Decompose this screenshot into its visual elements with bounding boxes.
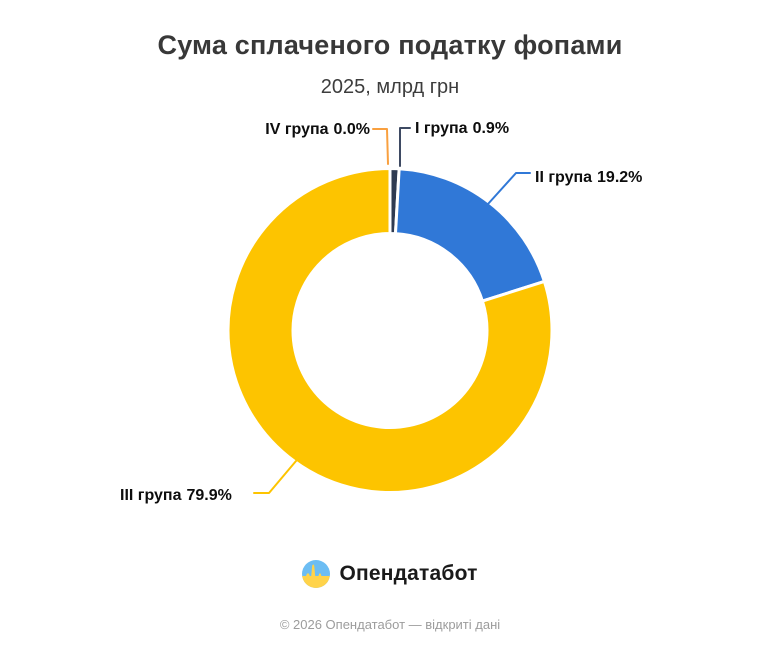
slice-label-iv-group: IV група 0.0% xyxy=(265,121,370,139)
opendatabot-logo: Опендатабот xyxy=(0,560,780,588)
slice-label-ii-group: II група 19.2% xyxy=(535,169,642,187)
slice-label-i-group: I група 0.9% xyxy=(415,120,509,138)
donut-slice-ii-group[interactable] xyxy=(393,167,546,303)
slice-label-iii-pct: 79.9% xyxy=(186,487,232,504)
leader-line-iv-group xyxy=(372,128,389,165)
chart-title: Сума сплаченого податку фопами xyxy=(157,30,623,60)
leader-line-iii-group xyxy=(253,460,297,494)
leader-line-i-group xyxy=(399,127,411,167)
slice-label-i-pct: 0.9% xyxy=(472,120,510,137)
leader-line-ii-group xyxy=(487,172,531,205)
slice-label-iv-name: IV група xyxy=(265,121,329,138)
slice-label-ii-pct: 19.2% xyxy=(597,169,643,186)
opendatabot-logo-icon xyxy=(302,560,331,588)
slice-label-iii-name: III група xyxy=(120,487,182,504)
opendatabot-logo-text: Опендатабот xyxy=(339,562,478,585)
donut-slice-iii-group[interactable] xyxy=(226,167,554,494)
slice-label-i-name: I група xyxy=(415,120,468,137)
slice-label-ii-name: II група xyxy=(535,169,593,186)
slice-label-iv-pct: 0.0% xyxy=(333,121,370,138)
slice-label-iii-group: III група 79.9% xyxy=(120,487,232,505)
footer-copyright: © 2026 Опендатабот — відкриті дані xyxy=(279,617,501,632)
chart-subtitle: 2025, млрд грн xyxy=(320,76,460,98)
